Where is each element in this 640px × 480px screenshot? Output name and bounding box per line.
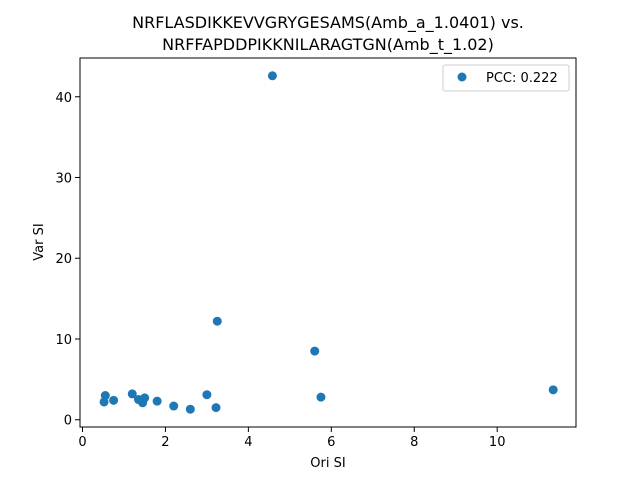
scatter-point xyxy=(310,346,320,356)
y-axis: 0 10 20 30 40 xyxy=(55,91,80,429)
scatter-point xyxy=(152,396,162,406)
x-tick-label: 2 xyxy=(161,435,169,450)
x-tick-label: 6 xyxy=(327,435,335,450)
scatter-point xyxy=(185,404,195,414)
x-tick-label: 8 xyxy=(410,435,418,450)
x-axis-label: Ori SI xyxy=(310,456,345,471)
scatter-point xyxy=(211,403,221,413)
legend: PCC: 0.222 xyxy=(442,64,570,92)
scatter-point xyxy=(109,395,119,405)
scatter-point xyxy=(100,391,110,401)
y-tick-label: 40 xyxy=(55,91,72,106)
y-tick-label: 0 xyxy=(64,414,72,429)
x-axis: 0 2 4 6 8 10 xyxy=(78,427,505,450)
scatter-point xyxy=(127,389,137,399)
scatter-point xyxy=(316,392,326,402)
legend-marker xyxy=(457,72,467,82)
scatter-point xyxy=(548,385,558,395)
scatter-point xyxy=(212,316,222,326)
plot-area xyxy=(79,57,577,428)
x-tick-label: 0 xyxy=(78,435,86,450)
x-tick-label: 10 xyxy=(489,435,506,450)
chart-title-line-2: NRFFAPDDPIKKNILARAGTGN(Amb_t_1.02) xyxy=(162,35,494,55)
scatter-point xyxy=(140,393,150,403)
scatter-point xyxy=(267,71,277,81)
scatter-points xyxy=(99,71,558,414)
y-tick-label: 30 xyxy=(55,172,72,187)
y-tick-label: 10 xyxy=(55,333,72,348)
chart-title-line-1: NRFLASDIKKEVVGRYGESAMS(Amb_a_1.0401) vs. xyxy=(132,13,524,33)
scatter-point xyxy=(202,390,212,400)
y-axis-label: Var SI xyxy=(32,223,47,260)
chart-title: NRFLASDIKKEVVGRYGESAMS(Amb_a_1.0401) vs.… xyxy=(132,13,524,55)
legend-label: PCC: 0.222 xyxy=(486,71,558,86)
legend-box xyxy=(442,64,570,92)
y-tick-label: 20 xyxy=(55,252,72,267)
scatter-point xyxy=(169,401,179,411)
x-tick-label: 4 xyxy=(244,435,252,450)
